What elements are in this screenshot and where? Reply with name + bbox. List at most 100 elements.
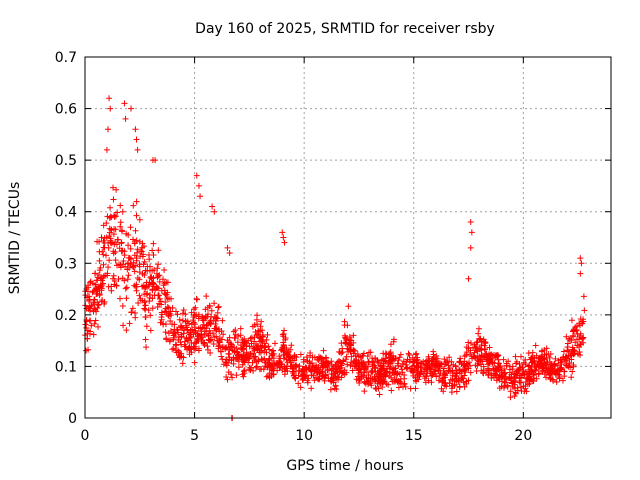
data-point	[126, 255, 133, 262]
data-point	[568, 350, 575, 357]
data-point	[91, 320, 98, 327]
data-point	[238, 354, 245, 361]
data-point	[181, 341, 188, 348]
data-point	[133, 287, 140, 294]
data-point	[360, 350, 367, 357]
data-point	[198, 338, 205, 345]
data-point	[218, 336, 225, 343]
data-point	[283, 356, 290, 363]
data-point	[287, 363, 294, 370]
data-point	[95, 301, 102, 308]
data-point	[411, 356, 418, 363]
data-point	[193, 172, 200, 179]
data-point	[213, 325, 220, 332]
data-point	[304, 357, 311, 364]
data-point	[495, 374, 502, 381]
data-point	[134, 246, 141, 253]
data-point	[405, 350, 412, 357]
data-point	[203, 293, 210, 300]
data-point	[218, 353, 225, 360]
data-point	[578, 320, 585, 327]
data-point	[297, 384, 304, 391]
data-point	[201, 339, 208, 346]
data-point	[140, 243, 147, 250]
data-point	[117, 219, 124, 226]
data-point	[123, 295, 130, 302]
data-point	[184, 337, 191, 344]
data-point	[86, 303, 93, 310]
data-point	[386, 358, 393, 365]
data-point	[313, 362, 320, 369]
data-point	[123, 230, 130, 237]
data-point	[180, 306, 187, 313]
data-point	[258, 337, 265, 344]
data-point	[173, 326, 180, 333]
data-point	[520, 367, 527, 374]
data-point	[155, 273, 162, 280]
data-point	[232, 335, 239, 342]
data-point	[104, 213, 111, 220]
data-point	[265, 343, 272, 350]
data-point	[173, 349, 180, 356]
data-point	[129, 263, 136, 270]
data-point	[309, 354, 316, 361]
data-point	[364, 353, 371, 360]
data-point	[207, 349, 214, 356]
data-point	[193, 296, 200, 303]
data-point	[161, 266, 168, 273]
data-point	[220, 331, 227, 338]
data-point	[315, 376, 322, 383]
data-point	[106, 257, 113, 264]
data-point	[145, 251, 152, 258]
data-point	[549, 368, 556, 375]
data-point	[300, 358, 307, 365]
data-point	[210, 330, 217, 337]
data-point	[96, 248, 103, 255]
data-point	[229, 347, 236, 354]
data-point	[350, 339, 357, 346]
data-point	[188, 349, 195, 356]
data-point	[376, 391, 383, 398]
data-point	[246, 343, 253, 350]
data-point	[580, 293, 587, 300]
data-point	[432, 370, 439, 377]
data-point	[241, 370, 248, 377]
data-point	[465, 339, 472, 346]
data-point	[522, 356, 529, 363]
data-point	[149, 247, 156, 254]
data-point	[395, 384, 402, 391]
data-point	[474, 362, 481, 369]
data-point	[139, 270, 146, 277]
data-point	[161, 308, 168, 315]
data-point	[384, 368, 391, 375]
data-point	[142, 313, 149, 320]
data-point	[402, 361, 409, 368]
data-point	[255, 356, 262, 363]
data-point	[320, 363, 327, 370]
data-point	[311, 366, 318, 373]
data-point	[580, 334, 587, 341]
data-point	[501, 370, 508, 377]
data-point	[229, 374, 236, 381]
data-point	[327, 386, 334, 393]
data-point	[569, 368, 576, 375]
data-point	[554, 362, 561, 369]
data-point	[404, 356, 411, 363]
data-point	[139, 283, 146, 290]
data-point	[270, 350, 277, 357]
data-point	[256, 338, 263, 345]
data-point	[127, 224, 134, 231]
data-point	[477, 356, 484, 363]
data-point	[575, 336, 582, 343]
data-point	[90, 299, 97, 306]
data-point	[133, 212, 140, 219]
data-point	[195, 182, 202, 189]
data-point	[99, 297, 106, 304]
y-axis-label: SRMTID / TECUs	[7, 182, 23, 295]
data-point	[141, 305, 148, 312]
data-point	[486, 360, 493, 367]
data-point	[543, 345, 550, 352]
data-point	[125, 260, 132, 267]
data-point	[511, 385, 518, 392]
data-point	[581, 307, 588, 314]
